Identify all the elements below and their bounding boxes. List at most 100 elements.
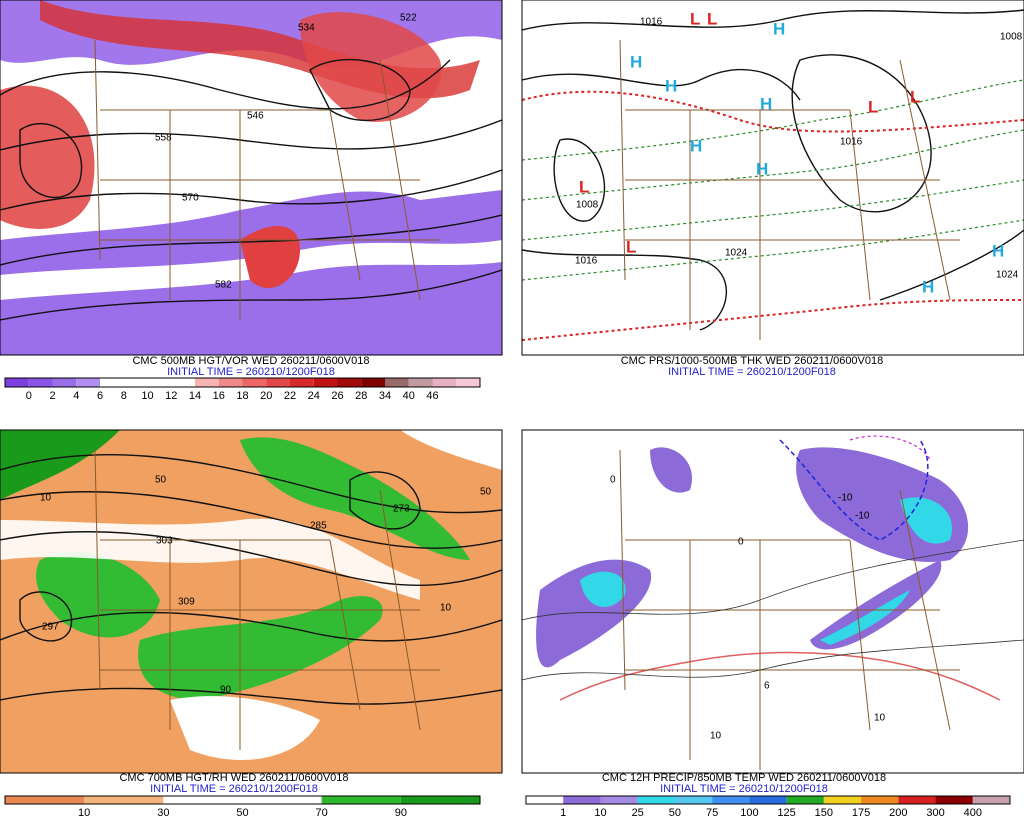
contour-label: 297 (42, 622, 59, 633)
colorbar-swatch (408, 378, 433, 387)
map-frame (0, 0, 503, 356)
colorbar-label: 50 (669, 807, 681, 819)
colorbar-label: 22 (284, 390, 296, 402)
panel-title: CMC 700MB HGT/RH WED 260211/0600V018 (119, 772, 348, 784)
colorbar-swatch (218, 378, 243, 387)
colorbar-label: 20 (260, 390, 272, 402)
colorbar-label: 18 (236, 390, 248, 402)
colorbar-swatch (123, 378, 148, 387)
colorbar-swatch (171, 378, 195, 387)
map-frame (521, 0, 1024, 356)
colorbar-swatch (337, 378, 362, 387)
colorbar-label: 70 (316, 807, 328, 819)
isobar-label: 1016 (575, 256, 598, 267)
colorbar-swatch (563, 796, 601, 804)
contour-label: 522 (400, 13, 417, 24)
colorbar-label: 12 (165, 390, 177, 402)
colorbar-label: 200 (889, 807, 907, 819)
contour-label: 90 (220, 685, 232, 696)
isotherm-label: 10 (874, 713, 886, 724)
colorbar: 0 2 4 6 8 10 12 14 16 18 20 22 24 26 28 34 40 46 (4, 377, 481, 402)
colorbar-label: 26 (331, 390, 343, 402)
contour-label: 558 (155, 133, 172, 144)
low-center: L (910, 87, 920, 106)
colorbar-label: 14 (189, 390, 201, 402)
colorbar-label: 6 (97, 390, 103, 402)
colorbar-swatch (400, 796, 480, 804)
colorbar-swatch (600, 796, 638, 804)
high-center: H (760, 94, 772, 113)
colorbar-swatch (28, 378, 53, 387)
colorbar-swatch (432, 378, 457, 387)
high-center: H (756, 159, 768, 178)
colorbar-swatch (242, 796, 322, 804)
colorbar-swatch (674, 796, 713, 804)
panel-title: CMC 500MB HGT/VOR WED 260211/0600V018 (132, 355, 369, 367)
map-vorticity: 534 522 546 558 570 582 (0, 0, 502, 355)
contour-label: 582 (215, 280, 232, 291)
high-center: H (773, 19, 785, 38)
contour-label: 10 (440, 603, 452, 614)
colorbar-swatch (195, 378, 219, 387)
isotherm-label: 0 (738, 537, 744, 548)
colorbar-label: 150 (815, 807, 833, 819)
contour-label: 50 (155, 475, 167, 486)
colorbar-label: 100 (740, 807, 758, 819)
colorbar-label: 125 (777, 807, 795, 819)
colorbar-swatch (242, 378, 267, 387)
colorbar: 10 30 50 70 90 (4, 795, 481, 819)
colorbar-label: 8 (121, 390, 127, 402)
colorbar-swatch (52, 378, 77, 387)
colorbar-swatch (749, 796, 787, 804)
colorbar-frame (4, 377, 481, 388)
colorbar-label: 46 (426, 390, 438, 402)
isobar-label: 1008 (576, 200, 599, 211)
map-frame (521, 429, 1024, 774)
initial-time: INITIAL TIME = 260210/1200F018 (167, 366, 335, 378)
colorbar-swatch (76, 378, 100, 387)
initial-time: INITIAL TIME = 260210/1200F018 (150, 783, 318, 795)
isobar-label: 1016 (640, 17, 663, 28)
colorbar-label: 50 (236, 807, 248, 819)
low-center: L (626, 237, 636, 256)
colorbar-label: 300 (926, 807, 944, 819)
low-center: L (690, 9, 700, 28)
colorbar-swatch (100, 378, 124, 387)
contour-label: 273 (393, 504, 410, 515)
colorbar-swatch (290, 378, 314, 387)
colorbar-swatch (5, 378, 29, 387)
colorbar-swatch (786, 796, 824, 804)
map-pressure: 1016 1008 1016 1024 1016 1008 1024 H H H… (522, 0, 1024, 355)
isobar-label: 1016 (840, 137, 863, 148)
colorbar-label: 34 (379, 390, 391, 402)
colorbar-swatch (712, 796, 750, 804)
colorbar-label: 10 (78, 807, 90, 819)
isotherm-label: -10 (838, 493, 853, 504)
colorbar-swatch (313, 378, 338, 387)
colorbar-swatch (5, 796, 85, 804)
map-precip: 10 0 -10 0 10 -10 6 (522, 430, 1024, 773)
initial-time: INITIAL TIME = 260210/1200F018 (660, 783, 828, 795)
colorbar-swatch (163, 796, 243, 804)
colorbar-swatch (526, 796, 564, 804)
high-center: H (992, 241, 1004, 260)
isotherm-label: -10 (855, 511, 870, 522)
high-center: H (630, 52, 642, 71)
colorbar-label: 16 (213, 390, 225, 402)
colorbar-frame (525, 795, 1011, 805)
colorbar-label: 25 (632, 807, 644, 819)
isotherm-label: 6 (764, 681, 770, 692)
colorbar-swatch (456, 378, 480, 387)
colorbar-swatch (84, 796, 164, 804)
contour-label: 10 (40, 493, 52, 504)
colorbar-swatch (266, 378, 290, 387)
colorbar-label: 2 (49, 390, 55, 402)
colorbar-label: 40 (403, 390, 415, 402)
colorbar-swatch (147, 378, 172, 387)
colorbar-swatch (935, 796, 973, 804)
contour-label: 285 (310, 521, 327, 532)
colorbar-swatch (823, 796, 862, 804)
initial-time: INITIAL TIME = 260210/1200F018 (668, 366, 836, 378)
colorbar-label: 175 (852, 807, 870, 819)
colorbar-label: 0 (26, 390, 32, 402)
